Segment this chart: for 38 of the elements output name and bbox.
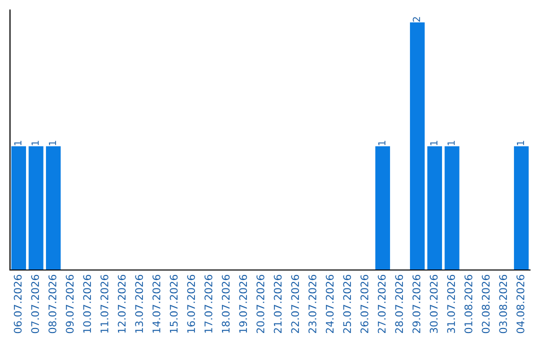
- x-tick-label: 16.07.2026: [187, 274, 196, 333]
- x-tick-label: 18.07.2026: [222, 274, 230, 333]
- x-tick-label: 10.07.2026: [83, 274, 92, 333]
- data-label: 1: [32, 140, 39, 146]
- x-tick-label: 03.08.2026: [499, 274, 508, 334]
- x-tick-label: 13.07.2026: [135, 274, 144, 333]
- x-tick-label: 11.07.2026: [100, 274, 108, 333]
- x-tick-label: 30.07.2026: [430, 274, 438, 334]
- data-label: 1: [516, 140, 524, 146]
- x-tick-label: 09.07.2026: [66, 274, 74, 334]
- x-tick-label: 21.07.2026: [274, 274, 282, 334]
- x-tick-label: 01.08.2026: [464, 274, 472, 334]
- x-tick-label: 02.08.2026: [482, 274, 490, 334]
- x-tick-label: 24.07.2026: [326, 274, 334, 334]
- x-tick-label: 19.07.2026: [239, 274, 248, 333]
- x-tick-label: 08.07.2026: [48, 274, 56, 334]
- x-tick-label: 15.07.2026: [170, 274, 178, 333]
- x-tick-label: 06.07.2026: [14, 274, 22, 334]
- data-label: 1: [48, 140, 56, 146]
- x-tick-label: 20.07.2026: [256, 274, 264, 334]
- x-tick-label: 28.07.2026: [395, 274, 404, 334]
- data-label: 1: [448, 140, 455, 146]
- x-tick-label: 12.07.2026: [118, 274, 126, 333]
- data-label: 1: [378, 140, 386, 146]
- data-label: 1: [14, 140, 22, 146]
- x-tick-label: 23.07.2026: [308, 274, 316, 334]
- x-tick-label: 04.08.2026: [516, 274, 524, 334]
- x-tick-label: 27.07.2026: [378, 274, 386, 334]
- x-tick-label: 17.07.2026: [204, 274, 212, 333]
- x-tick-label: 07.07.2026: [31, 274, 40, 334]
- x-tick-label: 25.07.2026: [343, 274, 352, 334]
- x-tick-label: 14.07.2026: [152, 274, 160, 333]
- x-tick-label: 22.07.2026: [291, 274, 300, 334]
- x-tick-label: 31.07.2026: [447, 274, 456, 334]
- data-label: 1: [430, 140, 438, 146]
- x-tick-label: 29.07.2026: [412, 274, 420, 334]
- x-tick-label: 26.07.2026: [360, 274, 368, 334]
- data-label: 2: [412, 17, 420, 22]
